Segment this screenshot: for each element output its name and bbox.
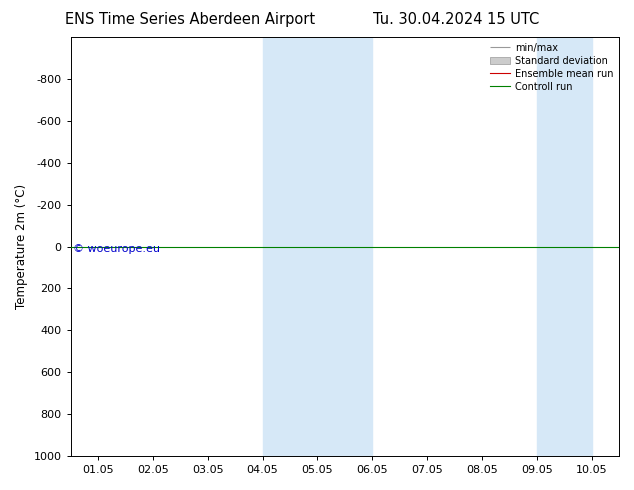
Text: ENS Time Series Aberdeen Airport: ENS Time Series Aberdeen Airport (65, 12, 315, 27)
Legend: min/max, Standard deviation, Ensemble mean run, Controll run: min/max, Standard deviation, Ensemble me… (486, 39, 617, 96)
Text: Tu. 30.04.2024 15 UTC: Tu. 30.04.2024 15 UTC (373, 12, 540, 27)
Bar (537, 37, 592, 456)
Bar (262, 37, 372, 456)
Text: © woeurope.eu: © woeurope.eu (74, 245, 160, 254)
Y-axis label: Temperature 2m (°C): Temperature 2m (°C) (15, 184, 28, 309)
